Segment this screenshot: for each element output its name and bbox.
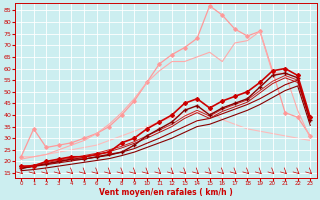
X-axis label: Vent moyen/en rafales ( km/h ): Vent moyen/en rafales ( km/h ) bbox=[99, 188, 233, 197]
